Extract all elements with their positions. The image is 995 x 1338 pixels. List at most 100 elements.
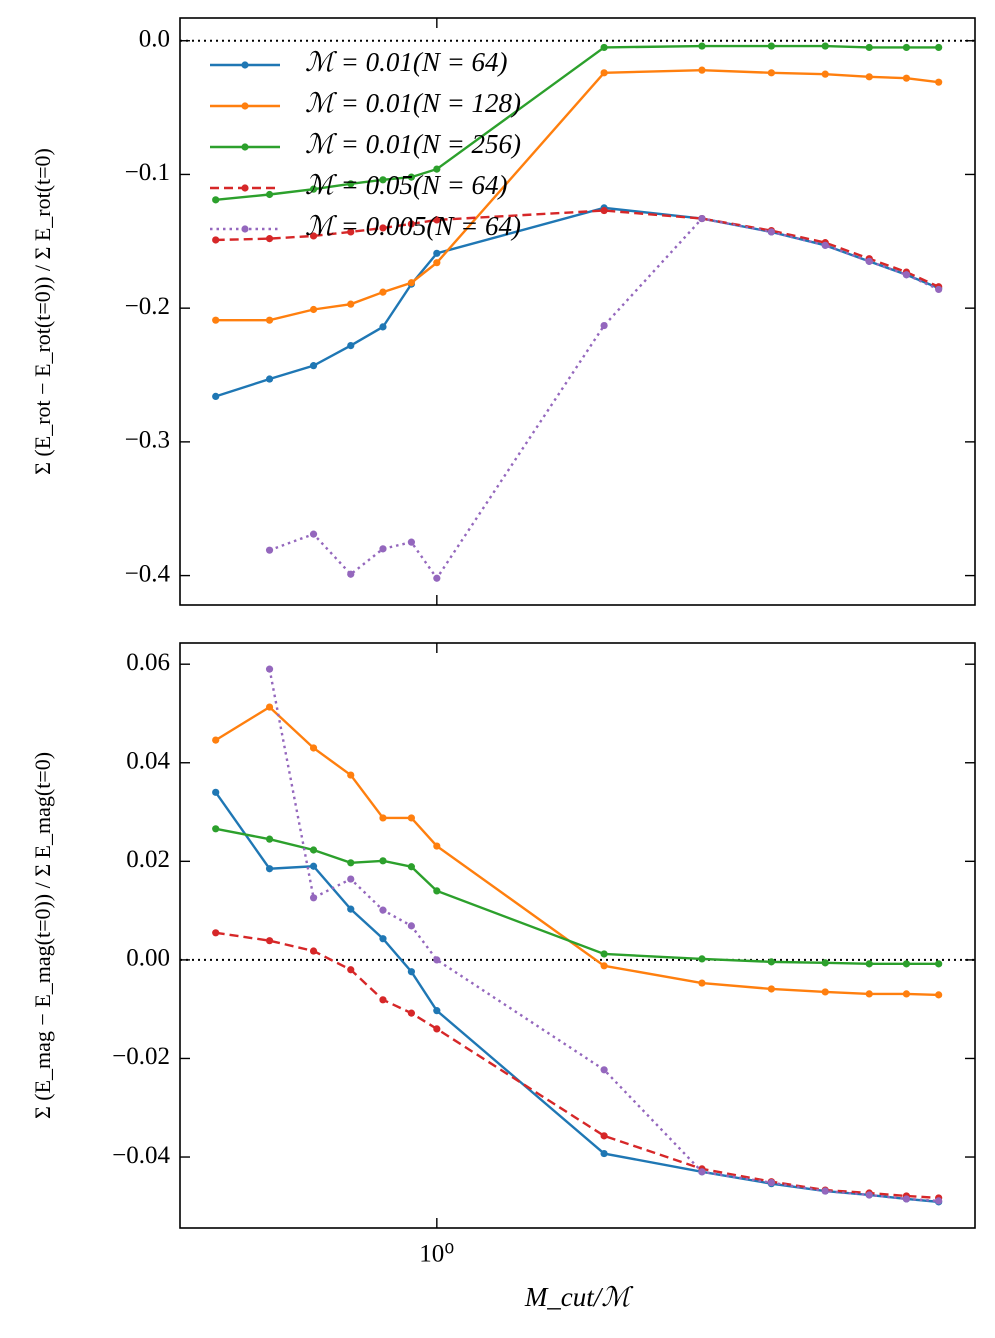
series-marker bbox=[265, 316, 274, 324]
series-marker bbox=[309, 530, 318, 538]
series-marker bbox=[212, 825, 220, 833]
series-marker bbox=[347, 905, 355, 913]
series-marker bbox=[433, 216, 441, 224]
y-tick-label: −0.02 bbox=[112, 1043, 170, 1070]
legend-label: ℳ = 0.01(N = 256) bbox=[305, 129, 521, 159]
series-marker bbox=[600, 1132, 608, 1140]
series-marker bbox=[347, 228, 355, 236]
series-marker bbox=[821, 959, 829, 967]
series-marker bbox=[265, 703, 274, 711]
series-marker bbox=[902, 990, 911, 998]
series-marker bbox=[767, 228, 775, 236]
series-marker bbox=[212, 788, 220, 796]
y-tick-label: −0.4 bbox=[125, 560, 171, 587]
series-marker bbox=[407, 279, 416, 287]
y-tick-label: 0.00 bbox=[126, 945, 170, 972]
series-line bbox=[215, 931, 939, 1200]
series-marker bbox=[433, 1007, 441, 1015]
series-line bbox=[215, 206, 940, 398]
y-axis-label: Σ (E_mag − E_mag(t=0)) / Σ E_mag(t=0) bbox=[30, 752, 55, 1119]
series-marker bbox=[265, 865, 274, 873]
series-marker bbox=[902, 43, 911, 52]
series-marker bbox=[309, 232, 318, 240]
series-marker bbox=[265, 546, 274, 554]
series-marker bbox=[433, 165, 441, 173]
series-marker bbox=[935, 991, 943, 999]
series-marker bbox=[865, 960, 873, 968]
series-marker bbox=[865, 73, 873, 81]
legend-marker bbox=[241, 225, 249, 233]
axes: 0.06 0.04 0.02 0.00 −0.02 −0.04 10⁰ Σ (E_mag − … bbox=[30, 642, 976, 1312]
series-marker bbox=[347, 570, 355, 578]
series-marker bbox=[935, 1197, 943, 1205]
series-marker bbox=[902, 271, 911, 279]
series-marker bbox=[600, 206, 608, 215]
series-marker bbox=[821, 1187, 829, 1195]
y-tick-label: 0.06 bbox=[126, 649, 170, 676]
y-tick-label: 0.04 bbox=[126, 747, 170, 774]
series-marker bbox=[767, 69, 775, 77]
series-marker bbox=[407, 220, 416, 228]
series-marker bbox=[265, 375, 274, 383]
series-marker bbox=[821, 70, 829, 78]
series-line bbox=[269, 217, 940, 581]
series-marker bbox=[865, 43, 873, 52]
series-marker bbox=[347, 771, 355, 779]
series-marker bbox=[433, 249, 441, 257]
series-marker bbox=[865, 1191, 873, 1199]
legend-marker bbox=[241, 102, 249, 110]
series-marker bbox=[212, 316, 220, 324]
series-line bbox=[215, 705, 939, 997]
series-marker bbox=[767, 958, 775, 966]
legend-label: ℳ = 0.05(N = 64) bbox=[305, 170, 508, 200]
series-marker bbox=[600, 1066, 608, 1074]
legend-label: ℳ = 0.005(N = 64) bbox=[305, 211, 521, 241]
series-marker bbox=[433, 259, 441, 267]
series-marker bbox=[379, 224, 387, 232]
series-marker bbox=[902, 960, 911, 968]
series-marker bbox=[265, 937, 274, 945]
series-marker bbox=[379, 935, 387, 943]
series-marker bbox=[600, 69, 608, 77]
series-marker bbox=[309, 744, 318, 752]
series-marker bbox=[902, 74, 911, 82]
series-marker bbox=[212, 196, 220, 204]
series-marker bbox=[309, 947, 318, 955]
y-tick-label: −0.3 bbox=[125, 427, 170, 454]
series-marker bbox=[935, 43, 943, 52]
legend-label: ℳ = 0.01(N = 128) bbox=[305, 88, 521, 118]
series-marker bbox=[433, 842, 441, 850]
series-marker bbox=[600, 43, 608, 52]
legend-label: ℳ = 0.01(N = 64) bbox=[305, 47, 508, 77]
series-marker bbox=[379, 814, 387, 822]
axes-frame bbox=[179, 17, 976, 606]
series-marker bbox=[698, 1168, 706, 1176]
series-marker bbox=[821, 241, 829, 249]
series-marker bbox=[309, 862, 318, 870]
series-marker bbox=[347, 966, 355, 974]
series-marker bbox=[698, 955, 706, 963]
series-marker bbox=[935, 960, 943, 968]
series-marker bbox=[379, 857, 387, 865]
series-marker bbox=[379, 176, 387, 184]
series-marker bbox=[407, 968, 416, 976]
series-marker bbox=[309, 362, 318, 370]
series-marker bbox=[767, 42, 775, 50]
series-marker bbox=[407, 173, 416, 181]
series-marker bbox=[379, 323, 387, 331]
series-marker bbox=[212, 736, 220, 744]
series-marker bbox=[698, 214, 706, 223]
series-marker bbox=[935, 285, 943, 294]
y-tick-label: −0.2 bbox=[125, 293, 170, 320]
series-marker bbox=[212, 236, 220, 244]
series-marker bbox=[379, 288, 387, 296]
series-marker bbox=[265, 665, 274, 673]
series-marker bbox=[265, 190, 274, 199]
series-marker bbox=[379, 545, 387, 553]
series-marker bbox=[407, 538, 416, 546]
series-line bbox=[215, 827, 939, 966]
legend-marker bbox=[241, 61, 249, 69]
series-marker bbox=[433, 574, 441, 582]
y-tick-label: −0.1 bbox=[125, 159, 170, 186]
series-marker bbox=[407, 814, 416, 822]
